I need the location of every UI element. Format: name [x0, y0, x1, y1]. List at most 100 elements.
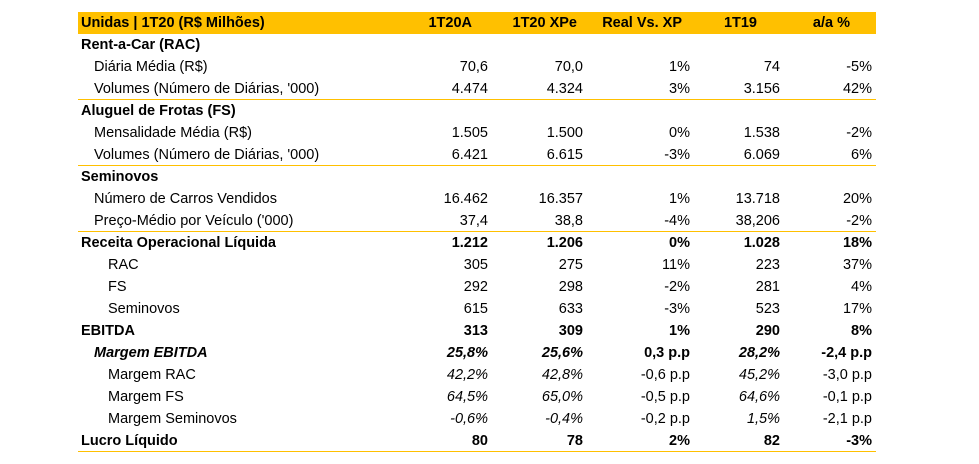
row-label: Margem RAC — [108, 367, 196, 383]
cell-1t20-xpe: 633 — [558, 301, 583, 317]
row-label: Preço-Médio por Veículo ('000) — [94, 213, 294, 229]
cell-yoy — [782, 34, 876, 56]
cell-real-vs-xp: -0,5 p.p — [640, 389, 690, 405]
cell-1t20a: 16.462 — [443, 191, 488, 207]
row-label: Margem EBITDA — [94, 345, 208, 361]
table-header-row: Unidas | 1T20 (R$ Milhões) 1T20A 1T20 XP… — [78, 12, 876, 34]
cell-1t20a: 305 — [463, 257, 488, 273]
section-row-aluguel-de-frotas: Aluguel de Frotas (FS) — [78, 100, 876, 122]
row-label: Número de Carros Vendidos — [94, 191, 277, 207]
cell-real-vs-xp: 1% — [669, 323, 690, 339]
row-label: Margem Seminovos — [108, 411, 237, 427]
cell-1t19: 281 — [755, 279, 780, 295]
cell-1t20-xpe: -0,4% — [545, 411, 583, 427]
cell-1t20a: 37,4 — [459, 213, 488, 229]
table-row: Margem RAC 42,2% 42,8% -0,6 p.p 45,2% -3… — [78, 364, 876, 386]
cell-1t20a: -0,6% — [450, 411, 488, 427]
cell-real-vs-xp — [585, 34, 692, 56]
cell-real-vs-xp: -3% — [664, 301, 690, 317]
cell-1t20a: 1.212 — [451, 235, 488, 251]
cell-1t20-xpe: 1.206 — [546, 235, 583, 251]
cell-real-vs-xp: 1% — [669, 59, 690, 75]
header-col-1t19: 1T19 — [723, 15, 757, 31]
cell-yoy: 6% — [851, 147, 872, 163]
cell-real-vs-xp: 0,3 p.p — [644, 345, 690, 361]
cell-yoy: -3% — [846, 433, 872, 449]
cell-1t20-xpe: 6.615 — [546, 147, 583, 163]
table-row: Volumes (Número de Diárias, '000) 4.474 … — [78, 78, 876, 100]
cell-1t20-xpe: 4.324 — [546, 81, 583, 97]
cell-yoy: 4% — [851, 279, 872, 295]
cell-real-vs-xp: -2% — [664, 279, 690, 295]
cell-yoy — [782, 166, 876, 188]
cell-1t20-xpe: 16.357 — [538, 191, 583, 207]
cell-1t20-xpe — [490, 166, 585, 188]
cell-1t20-xpe: 1.500 — [546, 125, 583, 141]
header-col-1t20-xpe: 1T20 XPe — [512, 15, 578, 31]
table-row: Margem Seminovos -0,6% -0,4% -0,2 p.p 1,… — [78, 408, 876, 430]
row-label: Aluguel de Frotas (FS) — [81, 103, 236, 119]
cell-1t20a: 25,8% — [446, 345, 488, 361]
row-label: Diária Média (R$) — [94, 59, 208, 75]
cell-real-vs-xp: 11% — [662, 257, 690, 273]
row-label: Seminovos — [81, 169, 159, 185]
total-row-lucro-liquido: Lucro Líquido 80 78 2% 82 -3% — [78, 430, 876, 452]
financial-table: Unidas | 1T20 (R$ Milhões) 1T20A 1T20 XP… — [78, 12, 876, 452]
cell-1t20a: 80 — [471, 433, 488, 449]
cell-yoy: 42% — [842, 81, 872, 97]
cell-1t20-xpe: 275 — [558, 257, 583, 273]
table-row: Margem FS 64,5% 65,0% -0,5 p.p 64,6% -0,… — [78, 386, 876, 408]
cell-1t20a: 1.505 — [451, 125, 488, 141]
row-label: FS — [108, 279, 127, 295]
cell-1t20a — [395, 166, 490, 188]
cell-1t19: 1.538 — [743, 125, 780, 141]
cell-1t20a: 292 — [463, 279, 488, 295]
cell-real-vs-xp — [585, 100, 692, 122]
row-label: EBITDA — [81, 323, 135, 339]
cell-yoy: 20% — [842, 191, 872, 207]
cell-yoy: -3,0 p.p — [822, 367, 872, 383]
cell-1t20-xpe: 78 — [566, 433, 583, 449]
cell-yoy: 18% — [842, 235, 872, 251]
cell-1t19 — [692, 100, 782, 122]
cell-yoy — [782, 100, 876, 122]
cell-1t20-xpe: 298 — [558, 279, 583, 295]
row-label: Volumes (Número de Diárias, '000) — [94, 147, 320, 163]
cell-real-vs-xp: -4% — [664, 213, 690, 229]
cell-1t20a — [395, 34, 490, 56]
total-row-receita: Receita Operacional Líquida 1.212 1.206 … — [78, 232, 876, 254]
cell-yoy: -2% — [846, 125, 872, 141]
cell-1t20a: 6.421 — [451, 147, 488, 163]
cell-1t19: 523 — [755, 301, 780, 317]
header-label: Unidas | 1T20 (R$ Milhões) — [81, 15, 265, 31]
cell-1t19: 223 — [755, 257, 780, 273]
cell-1t20a: 70,6 — [459, 59, 488, 75]
cell-yoy: -5% — [846, 59, 872, 75]
cell-real-vs-xp: 2% — [669, 433, 690, 449]
row-label: RAC — [108, 257, 139, 273]
cell-1t19: 38,206 — [735, 213, 780, 229]
row-label: Lucro Líquido — [81, 433, 178, 449]
total-row-margem-ebitda: Margem EBITDA 25,8% 25,6% 0,3 p.p 28,2% … — [78, 342, 876, 364]
row-label: Margem FS — [108, 389, 184, 405]
row-label: Mensalidade Média (R$) — [94, 125, 252, 141]
total-row-ebitda: EBITDA 313 309 1% 290 8% — [78, 320, 876, 342]
table-row: Número de Carros Vendidos 16.462 16.357 … — [78, 188, 876, 210]
cell-real-vs-xp: -0,6 p.p — [640, 367, 690, 383]
cell-yoy: -2,4 p.p — [821, 345, 872, 361]
cell-real-vs-xp: 1% — [669, 191, 690, 207]
cell-1t19: 28,2% — [738, 345, 780, 361]
row-label: Rent-a-Car (RAC) — [81, 37, 201, 53]
cell-1t19: 13.718 — [735, 191, 780, 207]
cell-1t19: 64,6% — [738, 389, 780, 405]
table-row: Volumes (Número de Diárias, '000) 6.421 … — [78, 144, 876, 166]
cell-yoy: 17% — [842, 301, 872, 317]
section-row-seminovos: Seminovos — [78, 166, 876, 188]
cell-1t20-xpe: 309 — [558, 323, 583, 339]
cell-real-vs-xp: 3% — [669, 81, 690, 97]
cell-1t19: 6.069 — [743, 147, 780, 163]
cell-real-vs-xp: -0,2 p.p — [640, 411, 690, 427]
row-label: Seminovos — [108, 301, 180, 317]
cell-yoy: -0,1 p.p — [822, 389, 872, 405]
row-label: Volumes (Número de Diárias, '000) — [94, 81, 320, 97]
